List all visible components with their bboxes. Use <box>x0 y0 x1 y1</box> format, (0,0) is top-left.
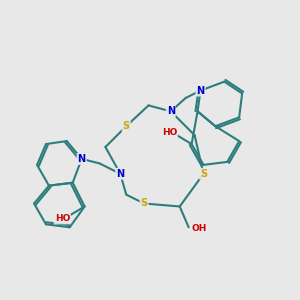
Text: N: N <box>116 169 124 179</box>
Text: S: S <box>140 199 148 208</box>
Text: OH: OH <box>191 224 207 233</box>
Text: N: N <box>167 106 175 116</box>
Text: HO: HO <box>55 214 70 224</box>
Text: N: N <box>78 154 86 164</box>
Text: S: S <box>200 169 207 179</box>
Text: HO: HO <box>162 128 177 137</box>
Text: S: S <box>123 121 130 131</box>
Text: N: N <box>196 85 205 96</box>
